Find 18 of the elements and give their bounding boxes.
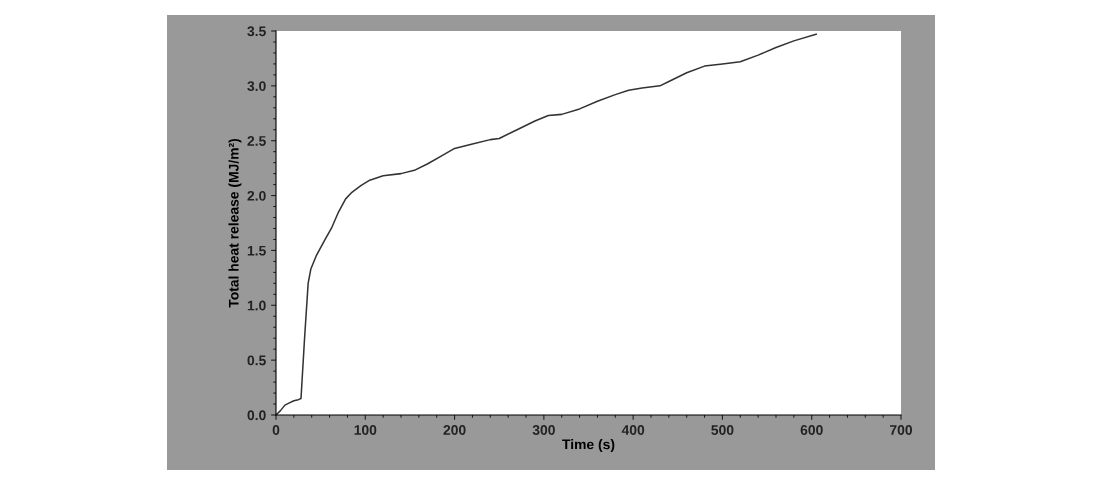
y-tick-label: 2.0 (247, 190, 266, 201)
x-tick-label: 300 (532, 425, 555, 435)
y-tick-label: 1.5 (247, 245, 266, 256)
x-tick-label: 500 (711, 425, 734, 435)
y-tick-label: 1.0 (247, 300, 266, 311)
x-tick-label: 0 (272, 425, 280, 435)
x-tick-label: 200 (443, 425, 466, 435)
x-tick-label: 600 (800, 425, 823, 435)
y-tick-label: 2.5 (247, 136, 266, 146)
x-axis-title: Time (s) (562, 439, 615, 453)
x-tick-label: 100 (354, 425, 377, 435)
y-tick-label: 0.0 (247, 410, 266, 421)
x-tick-label: 400 (621, 425, 645, 435)
y-tick-label: 0.5 (247, 355, 266, 366)
x-tick-label: 700 (890, 425, 913, 435)
y-tick-label: 3.5 (247, 26, 266, 37)
y-tick-label: 3.0 (247, 81, 266, 92)
y-axis-title: Total heat release (MJ/m²) (228, 138, 242, 308)
